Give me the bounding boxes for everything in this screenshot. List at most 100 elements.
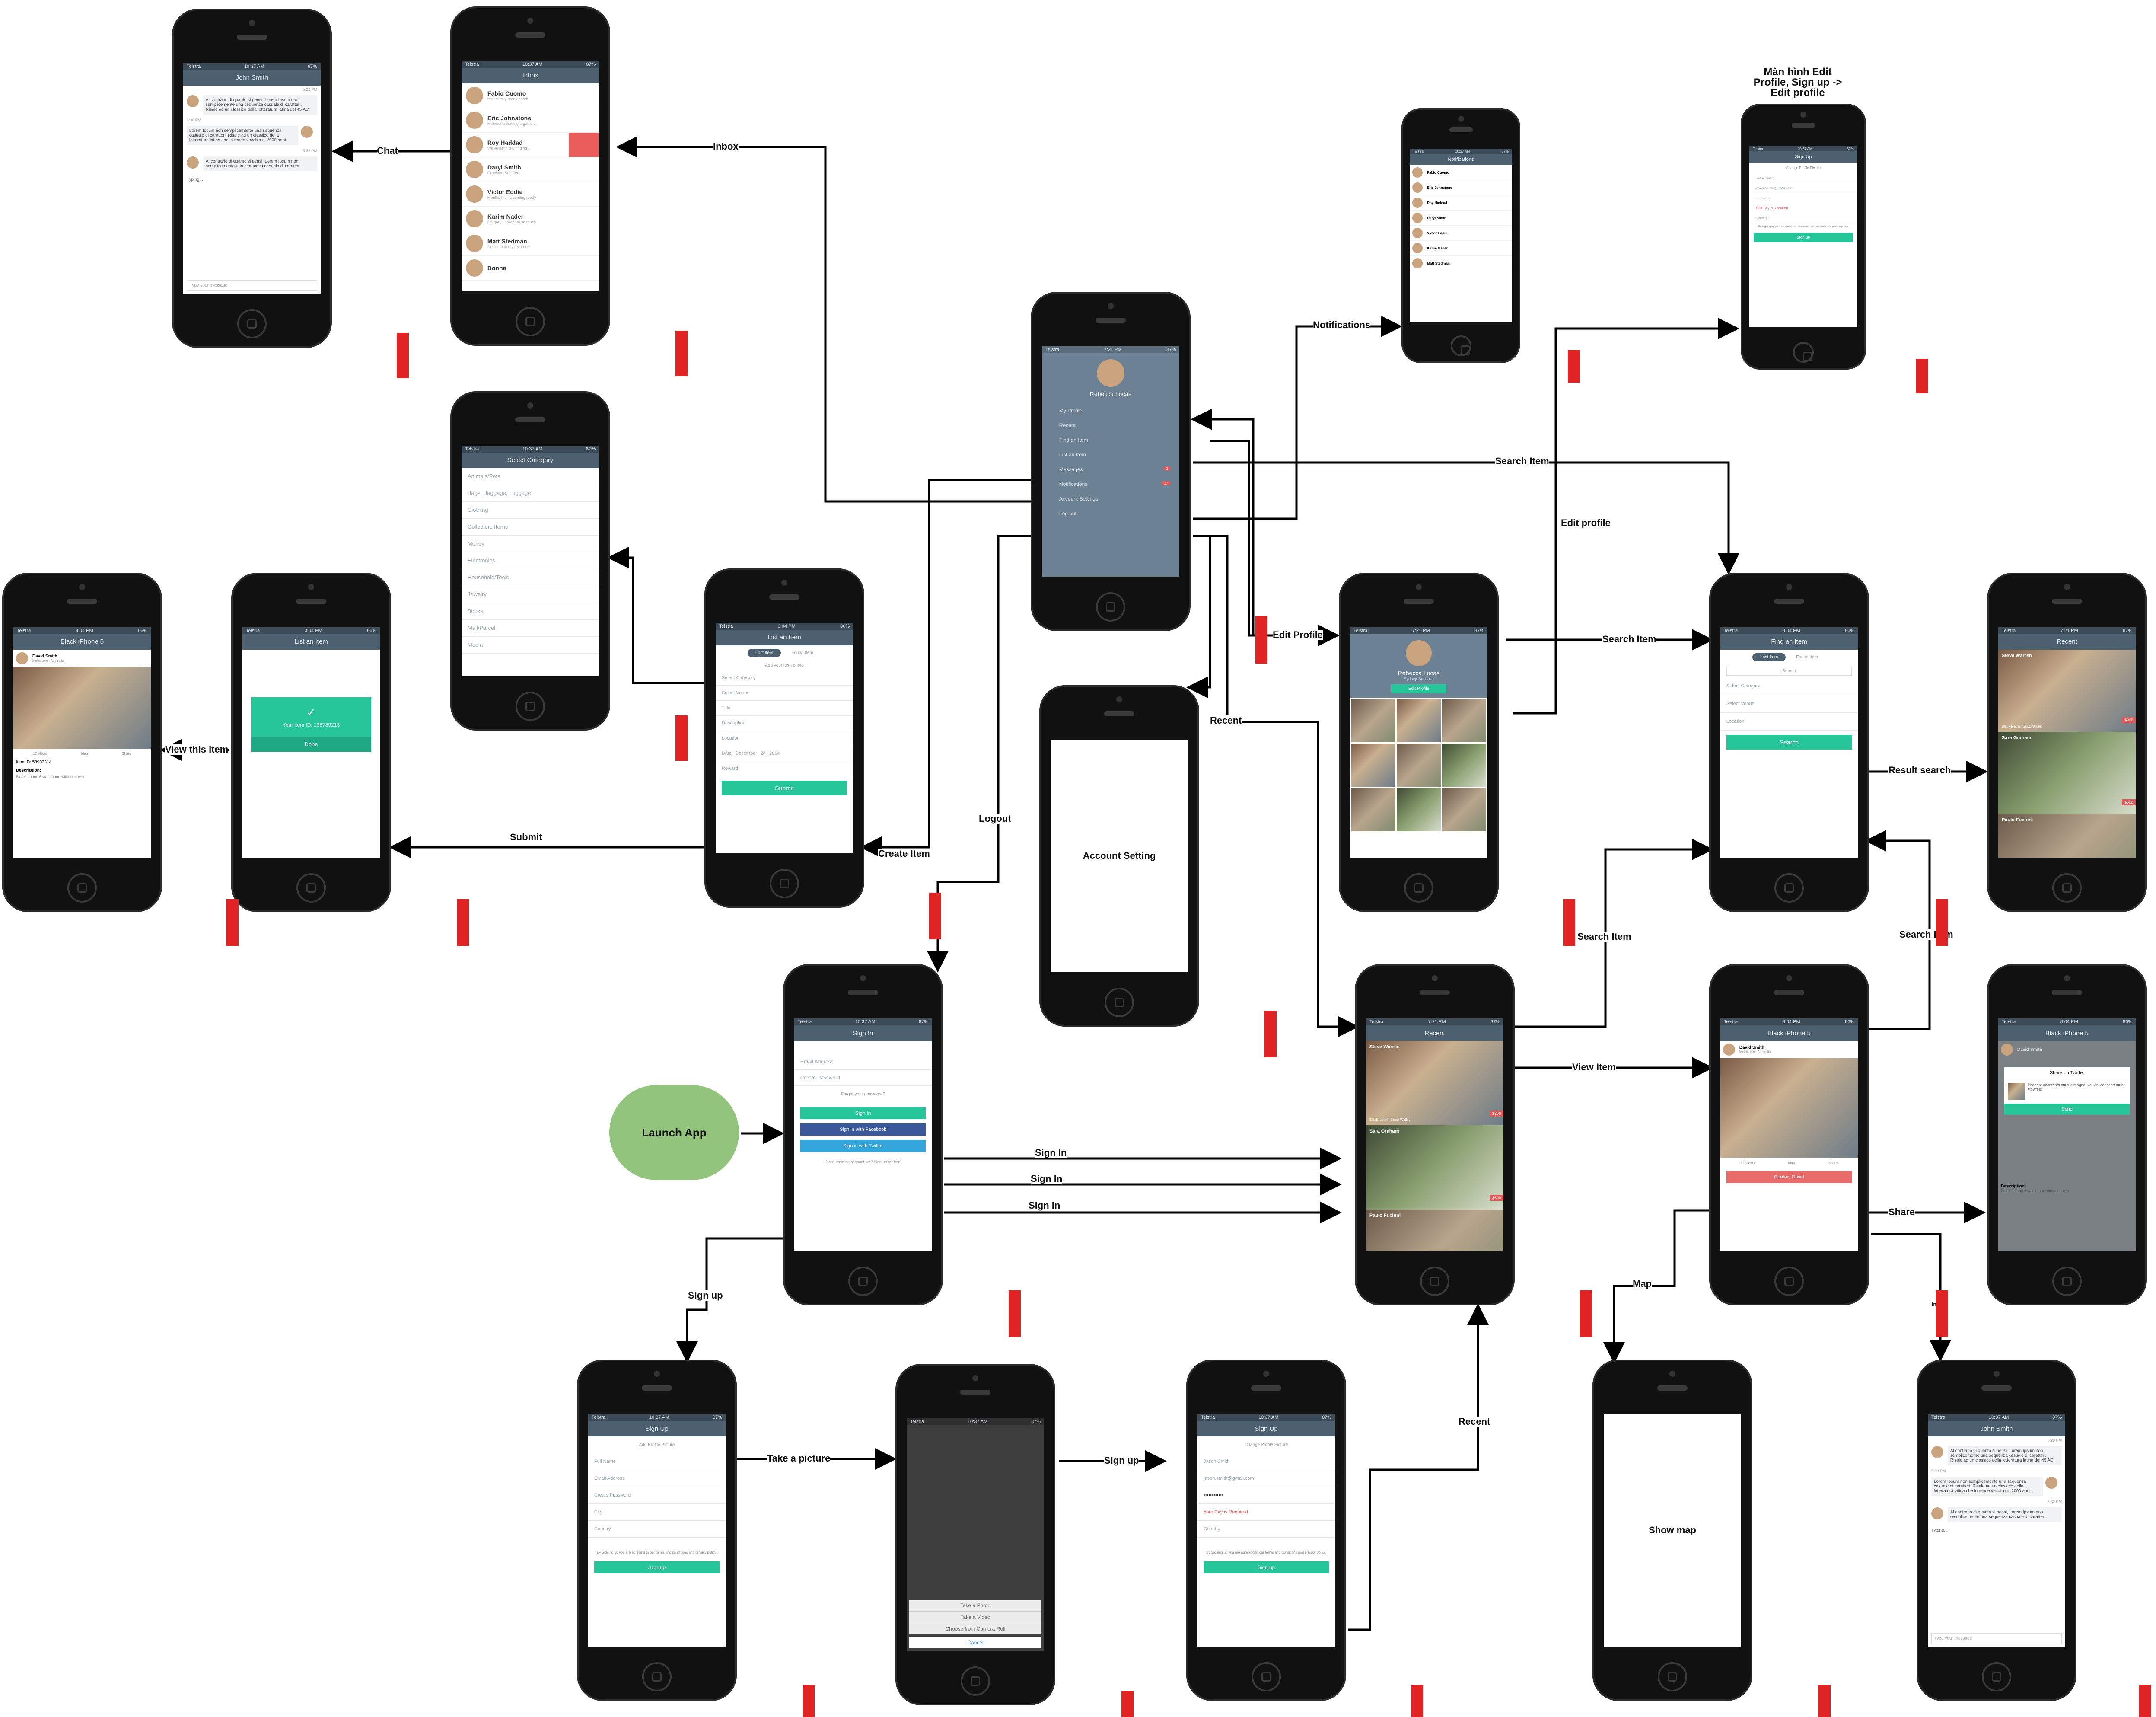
list-item[interactable]: Matt Stedman bbox=[1410, 256, 1512, 271]
list-item[interactable]: Victor Eddie bbox=[1410, 226, 1512, 241]
location-field[interactable]: Location bbox=[715, 731, 853, 746]
profile-photo[interactable] bbox=[1442, 743, 1487, 787]
category-item[interactable]: Jewelry bbox=[461, 586, 599, 603]
password-field[interactable]: •••••••••••• bbox=[1197, 1487, 1335, 1504]
send-button[interactable]: Send bbox=[2004, 1104, 2130, 1115]
email-field[interactable]: Email Address bbox=[794, 1054, 932, 1070]
sign-in-button[interactable]: Sign in bbox=[800, 1107, 926, 1120]
submit-button[interactable]: Submit bbox=[721, 780, 847, 795]
change-picture[interactable]: Change Profile Picture bbox=[1786, 166, 1821, 170]
recent-card[interactable]: Paulo Fucinni bbox=[1366, 1210, 1504, 1251]
category-item[interactable]: Books bbox=[461, 603, 599, 620]
title-field[interactable]: Title bbox=[715, 701, 853, 716]
search-button[interactable]: Search bbox=[1726, 734, 1852, 750]
category-select[interactable]: Select Category bbox=[1720, 677, 1858, 695]
contact-button[interactable]: Contact David bbox=[1726, 1171, 1852, 1184]
category-item[interactable]: Money bbox=[461, 536, 599, 552]
take-photo-option[interactable]: Take a Photo bbox=[909, 1599, 1042, 1612]
email-field[interactable]: Email Address bbox=[588, 1470, 726, 1487]
list-item[interactable]: Donna bbox=[461, 256, 599, 281]
menu-item-messages[interactable]: Messages 2 bbox=[1042, 462, 1179, 477]
email-field[interactable]: jason.smith@gmail.com bbox=[1749, 183, 1857, 194]
city-field[interactable]: Your City is Required bbox=[1749, 203, 1857, 214]
country-field[interactable]: Country bbox=[1749, 213, 1857, 223]
facebook-button[interactable]: Sign in with Facebook bbox=[800, 1123, 926, 1136]
home-button[interactable] bbox=[848, 1267, 878, 1296]
list-item[interactable]: Karim Nader bbox=[1410, 241, 1512, 256]
list-item[interactable]: Karim Nader Oh god, I now cute so much bbox=[461, 207, 599, 231]
profile-photo[interactable] bbox=[1442, 699, 1487, 742]
list-item[interactable]: Roy Haddad bbox=[1410, 195, 1512, 211]
list-item[interactable]: Matt Stedman Don't touch my recorder! bbox=[461, 231, 599, 256]
recent-card[interactable]: Steve Warren Black leather Gucci Wallet $3… bbox=[1366, 1041, 1504, 1126]
description-field[interactable]: Description bbox=[715, 716, 853, 731]
home-button[interactable] bbox=[1450, 335, 1471, 356]
country-field[interactable]: Country bbox=[1197, 1521, 1335, 1538]
menu-item-account-settings[interactable]: Account Settings bbox=[1059, 495, 1098, 502]
profile-photo[interactable] bbox=[1396, 699, 1441, 742]
list-item[interactable]: Eric Johnstone Member a coming together..… bbox=[461, 108, 599, 133]
sign-up-button[interactable]: Sign up bbox=[1754, 233, 1853, 243]
home-button[interactable] bbox=[961, 1666, 990, 1696]
twitter-button[interactable]: Sign in with Twitter bbox=[800, 1140, 926, 1152]
home-button[interactable] bbox=[296, 873, 326, 903]
password-field[interactable]: Create Password bbox=[794, 1070, 932, 1086]
home-button[interactable] bbox=[1420, 1267, 1449, 1296]
home-button[interactable] bbox=[1252, 1662, 1281, 1691]
home-button[interactable] bbox=[67, 873, 97, 903]
profile-photo[interactable] bbox=[1351, 699, 1395, 742]
profile-photo[interactable] bbox=[1351, 743, 1395, 787]
add-picture[interactable]: Add Profile Picture bbox=[639, 1443, 675, 1448]
menu-item-recent[interactable]: Recent bbox=[1059, 422, 1076, 428]
home-button[interactable] bbox=[1793, 342, 1814, 363]
city-field[interactable]: Your City is Required bbox=[1197, 1504, 1335, 1521]
profile-photo[interactable] bbox=[1351, 788, 1395, 831]
home-button[interactable] bbox=[516, 692, 545, 721]
name-field[interactable]: Jason Smith bbox=[1749, 173, 1857, 184]
menu-item-logout[interactable]: Log out bbox=[1059, 510, 1076, 517]
home-button[interactable] bbox=[1096, 592, 1125, 622]
home-button[interactable] bbox=[1774, 873, 1804, 903]
tab-found[interactable]: Found Item bbox=[1796, 654, 1818, 660]
sign-up-button[interactable]: Sign up bbox=[1203, 1561, 1329, 1574]
tab-lost[interactable]: Lost Item bbox=[1752, 653, 1786, 661]
tab-found[interactable]: Found Item bbox=[791, 650, 813, 655]
reward-field[interactable]: Reward bbox=[715, 761, 853, 776]
location-field[interactable]: Location bbox=[1720, 713, 1858, 731]
home-button[interactable] bbox=[1774, 1267, 1804, 1296]
list-item[interactable]: Fabio Cuomo It's actually pretty good! bbox=[461, 83, 599, 108]
home-button[interactable] bbox=[1658, 1662, 1687, 1691]
message-input[interactable]: Type your message bbox=[186, 280, 318, 291]
category-item[interactable]: Mail/Parcel bbox=[461, 620, 599, 637]
change-picture[interactable]: Change Profile Picture bbox=[1244, 1443, 1288, 1448]
list-item[interactable]: Daryl Smith Grabbing Bed Fer... bbox=[461, 157, 599, 182]
sign-up-button[interactable]: Sign up bbox=[594, 1561, 720, 1574]
list-item[interactable]: Roy Haddad We've definitely finding... bbox=[461, 132, 599, 157]
list-item[interactable]: Victor Eddie Months mail a coming ready bbox=[461, 182, 599, 207]
share-link[interactable]: Share bbox=[122, 751, 131, 756]
share-link[interactable]: Share bbox=[1828, 1161, 1838, 1165]
category-item[interactable]: Collectors Items bbox=[461, 519, 599, 536]
home-button[interactable] bbox=[1404, 873, 1433, 903]
delete-button[interactable] bbox=[569, 132, 599, 157]
forgot-password-link[interactable]: Forgot your password? bbox=[841, 1092, 885, 1097]
home-button[interactable] bbox=[770, 869, 799, 898]
home-button[interactable] bbox=[516, 307, 545, 336]
name-field[interactable]: Full Name bbox=[588, 1453, 726, 1471]
done-button[interactable]: Done bbox=[251, 736, 372, 752]
home-button[interactable] bbox=[237, 309, 267, 338]
menu-item-find[interactable]: Find an Item bbox=[1059, 437, 1088, 443]
home-button[interactable] bbox=[1105, 988, 1134, 1017]
search-input[interactable]: Search bbox=[1726, 666, 1852, 676]
home-button[interactable] bbox=[2052, 1267, 2082, 1296]
home-button[interactable] bbox=[642, 1662, 672, 1691]
venue-select[interactable]: Select Venue bbox=[715, 686, 853, 701]
city-field[interactable]: City bbox=[588, 1504, 726, 1521]
message-input[interactable]: Type your message bbox=[1931, 1633, 2062, 1644]
profile-photo[interactable] bbox=[1396, 743, 1441, 787]
password-field[interactable]: •••••••••••• bbox=[1749, 193, 1857, 204]
menu-item-notifications[interactable]: Notifications 17 bbox=[1042, 477, 1179, 491]
category-item[interactable]: Media bbox=[461, 637, 599, 654]
category-select[interactable]: Select Category bbox=[715, 670, 853, 686]
recent-card[interactable]: Sara Graham $500 bbox=[1998, 731, 2136, 814]
